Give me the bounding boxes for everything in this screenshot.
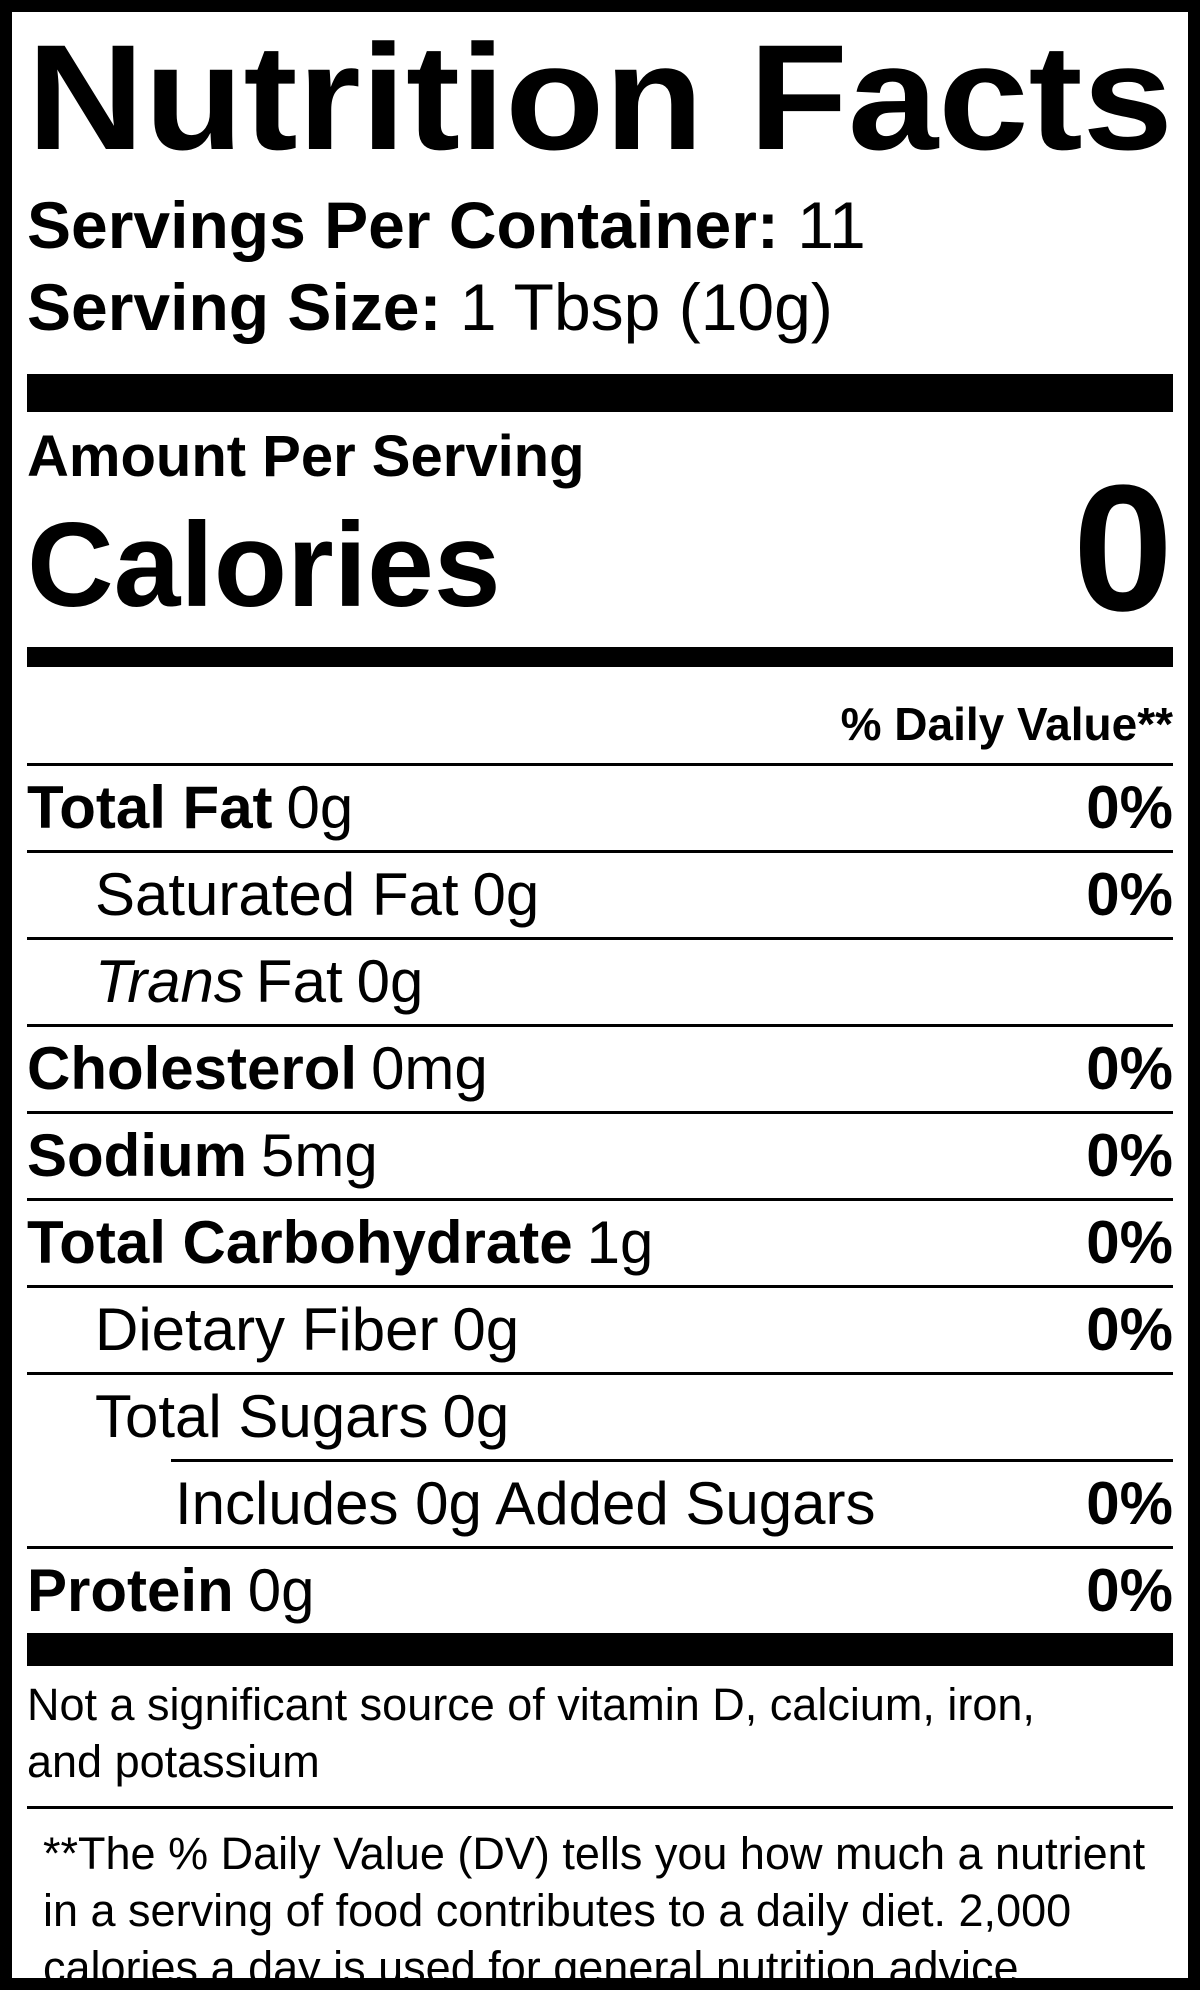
nutrient-amount: 1g [586,1209,654,1276]
serving-size-value: 1 Tbsp (10g) [459,270,833,344]
nutrient-dv: 0% [1086,1470,1173,1537]
nutrient-name: Fat [255,948,343,1015]
nutrient-dv: 0% [1086,774,1173,841]
nutrient-name: Dietary Fiber [95,1296,439,1363]
row-protein: Protein 0g 0% [27,1549,1173,1633]
daily-value-header: % Daily Value** [27,667,1173,766]
row-saturated-fat: Saturated Fat 0g 0% [27,853,1173,940]
nutrient-dv: 0% [1086,1035,1173,1102]
nutrient-name-italic: Trans [95,948,244,1015]
indented-divider [171,1459,1173,1462]
servings-per-container-value: 11 [797,188,866,262]
separator-bar-thick-bottom [27,1633,1173,1666]
separator-bar-thick-top [27,374,1173,412]
nutrient-name: Total Fat [27,774,273,841]
label-header: Nutrition Facts [27,37,1173,162]
nutrient-amount: 0g [247,1557,315,1624]
page-title: Nutrition Facts [27,37,1173,162]
nutrient-name: Total Carbohydrate [27,1209,573,1276]
calories-label: Calories [27,498,501,632]
nutrient-name: Saturated Fat [95,861,459,928]
row-total-carbohydrate: Total Carbohydrate 1g 0% [27,1201,1173,1288]
calories-value: 0 [1072,448,1173,649]
serving-size-label: Serving Size: [27,270,442,344]
nutrient-name: Total Sugars [95,1383,429,1450]
not-significant-section: Not a significant source of vitamin D, c… [27,1676,1173,1809]
nutrient-amount: 0g [286,774,354,841]
row-total-sugars: Total Sugars 0g [27,1375,1173,1459]
nutrient-amount: 0g [472,861,540,928]
not-significant-text: Not a significant source of vitamin D, c… [27,1679,1035,1787]
servings-per-container-label: Servings Per Container: [27,188,779,262]
servings-per-container-line: Servings Per Container: 11 [27,192,1173,258]
title-graphic: Nutrition Facts [27,37,1173,162]
nutrient-dv: 0% [1086,861,1173,928]
nutrient-dv: 0% [1086,1209,1173,1276]
row-cholesterol: Cholesterol 0mg 0% [27,1027,1173,1114]
nutrient-dv: 0% [1086,1296,1173,1363]
nutrient-name: Cholesterol [27,1035,358,1102]
nutrient-amount: 0g [452,1296,520,1363]
row-dietary-fiber: Dietary Fiber 0g 0% [27,1288,1173,1375]
nutrient-amount: 0g [442,1383,510,1450]
row-added-sugars: Includes 0g Added Sugars 0% [27,1462,1173,1549]
calories-row: Calories 0 [27,459,1173,639]
nutrient-name: Includes 0g Added Sugars [175,1470,876,1537]
separator-bar-medium [27,647,1173,667]
serving-size-line: Serving Size: 1 Tbsp (10g) [27,274,1173,340]
nutrient-amount: 0g [356,948,424,1015]
nutrient-dv: 0% [1086,1122,1173,1189]
nutrient-dv: 0% [1086,1557,1173,1624]
nutrient-amount: 0mg [371,1035,488,1102]
row-total-fat: Total Fat 0g 0% [27,766,1173,853]
nutrient-amount: 5mg [261,1122,378,1189]
row-sodium: Sodium 5mg 0% [27,1114,1173,1201]
nutrient-name: Sodium [27,1122,247,1189]
nutrient-name: Protein [27,1557,234,1624]
amount-per-serving-heading: Amount Per Serving [27,424,585,489]
daily-value-footnote: **The % Daily Value (DV) tells you how m… [43,1828,1146,1990]
row-trans-fat: Trans Fat 0g [27,940,1173,1027]
